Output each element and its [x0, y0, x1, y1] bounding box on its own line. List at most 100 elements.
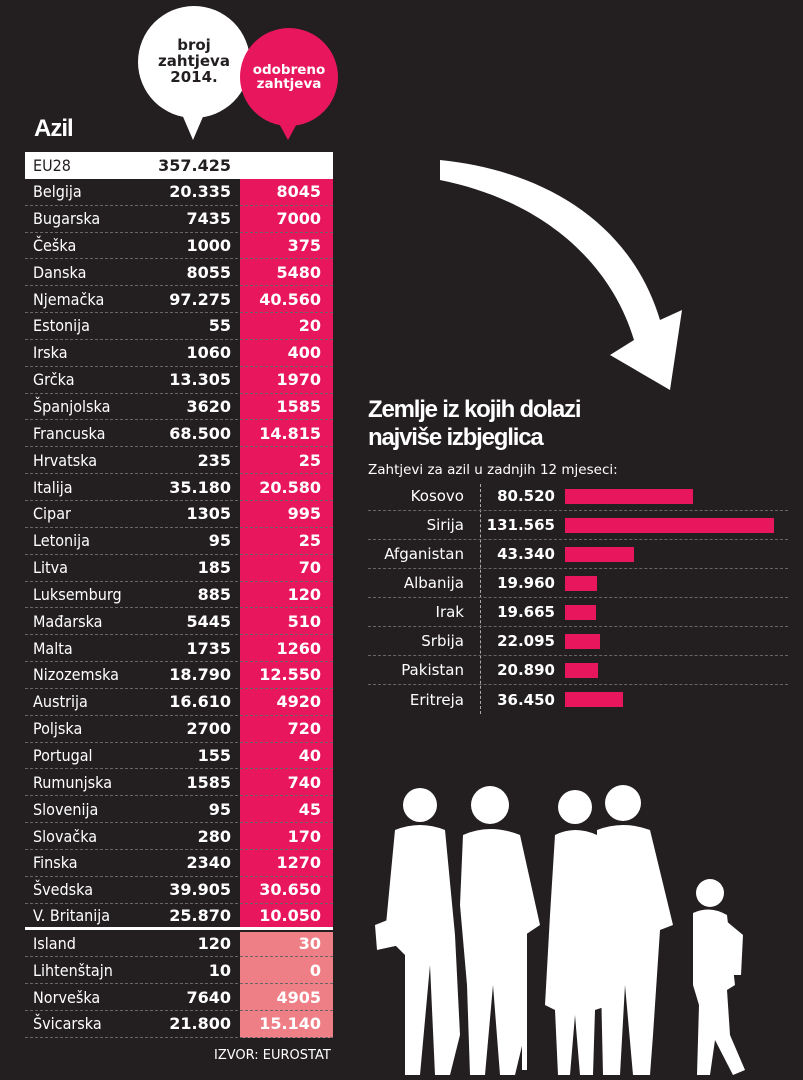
requests-value: 95 — [208, 799, 231, 819]
bar-value-label: 19.665 — [497, 603, 555, 621]
bar-label: Afganistan — [384, 545, 464, 563]
country-name: Finska — [33, 853, 78, 873]
requests-value: 7640 — [186, 987, 231, 1007]
chart-title: Zemlje iz kojih dolazi najviše izbjeglic… — [368, 396, 582, 451]
table-row: Slovačka 280 170 — [25, 823, 333, 850]
requests-value: 13.305 — [169, 370, 231, 390]
bar-value-label: 22.095 — [497, 632, 555, 650]
requests-value: 280 — [197, 826, 231, 846]
table-row: EU28 357.425 160.070 — [25, 152, 333, 179]
bar — [565, 604, 597, 620]
bar-value-label: 19.960 — [497, 574, 555, 592]
country-name: Estonija — [33, 316, 90, 336]
approved-value: 1260 — [276, 638, 321, 658]
requests-value: 1735 — [186, 638, 231, 658]
approved-value: 8045 — [276, 182, 321, 202]
table-row: Italija 35.180 20.580 — [25, 474, 333, 501]
country-name: Lihtenštajn — [33, 960, 113, 980]
table-row: Finska 2340 1270 — [25, 850, 333, 877]
country-name: Španjolska — [33, 397, 111, 417]
approved-column-bg-non-eu — [240, 932, 333, 1038]
requests-value: 235 — [197, 450, 231, 470]
requests-value: 120 — [197, 933, 231, 953]
country-name: Malta — [33, 638, 73, 658]
bar-row: Eritreja 36.450 — [368, 685, 788, 714]
refugees-silhouette-icon — [375, 785, 745, 1075]
requests-value: 2700 — [186, 719, 231, 739]
country-name: Norveška — [33, 987, 101, 1007]
country-name: Slovačka — [33, 826, 98, 846]
table-row: Švicarska 21.800 15.140 — [25, 1011, 333, 1038]
chart-subtitle: Zahtjevi za azil u zadnjih 12 mjeseci: — [368, 462, 618, 478]
requests-value: 8055 — [186, 262, 231, 282]
requests-value: 2340 — [186, 853, 231, 873]
approved-bubble-tail — [276, 118, 300, 140]
bar — [565, 517, 774, 533]
country-name: Njemačka — [33, 289, 105, 309]
country-name: Letonija — [33, 531, 90, 551]
table-row: Cipar 1305 995 — [25, 501, 333, 528]
bar-label: Pakistan — [401, 661, 464, 679]
table-row: Portugal 155 40 — [25, 743, 333, 770]
requests-value: 20.335 — [169, 182, 231, 202]
requests-bubble: broj zahtjeva 2014. — [138, 6, 250, 118]
country-name: Mađarska — [33, 611, 103, 631]
bar-row: Srbija 22.095 — [368, 627, 788, 656]
table-row: Danska 8055 5480 — [25, 259, 333, 287]
approved-value: 12.550 — [259, 665, 321, 685]
approved-value: 40 — [298, 745, 321, 765]
requests-bubble-tail — [181, 112, 205, 140]
asylum-table: EU28 357.425 160.070 Belgija 20.335 8045 Bugar… — [25, 152, 333, 1038]
requests-value: 18.790 — [169, 665, 231, 685]
bar-label: Albanija — [403, 574, 464, 592]
bar-value-label: 131.565 — [486, 516, 555, 534]
bar-label: Srbija — [421, 632, 464, 650]
approved-column-bg — [240, 152, 333, 930]
requests-value: 10 — [208, 960, 231, 980]
approved-value: 5480 — [276, 262, 321, 282]
approved-value: 7000 — [276, 209, 321, 229]
requests-value: 357.425 — [158, 155, 231, 175]
bar-row: Kosovo 80.520 — [368, 482, 788, 511]
country-name: Belgija — [33, 182, 82, 202]
table-row: Francuska 68.500 14.815 — [25, 420, 333, 448]
requests-value: 68.500 — [169, 423, 231, 443]
table-row: Poljska 2700 720 — [25, 716, 333, 743]
requests-value: 5445 — [186, 611, 231, 631]
approved-value: 40.560 — [259, 289, 321, 309]
requests-value: 185 — [197, 558, 231, 578]
requests-value: 1305 — [186, 504, 231, 524]
requests-value: 97.275 — [169, 289, 231, 309]
table-row: Litva 185 70 — [25, 555, 333, 582]
table-row: Grčka 13.305 1970 — [25, 367, 333, 394]
approved-value: 20.580 — [259, 477, 321, 497]
table-row: Mađarska 5445 510 — [25, 608, 333, 636]
country-name: Island — [33, 933, 76, 953]
table-row: Belgija 20.335 8045 — [25, 179, 333, 206]
country-name: Slovenija — [33, 799, 99, 819]
country-name: Bugarska — [33, 209, 101, 229]
table-row: Slovenija 95 45 — [25, 796, 333, 824]
approved-value: 30.650 — [259, 880, 321, 900]
bar — [565, 488, 693, 504]
country-name: Poljska — [33, 719, 83, 739]
approved-value: 25 — [298, 450, 321, 470]
bar-value-label: 20.890 — [497, 661, 555, 679]
country-name: Luksemburg — [33, 584, 122, 604]
approved-value: 25 — [298, 531, 321, 551]
bar-row: Afganistan 43.340 — [368, 540, 788, 569]
bar-row: Sirija 131.565 — [368, 511, 788, 540]
table-row: Švedska 39.905 30.650 — [25, 877, 333, 904]
table-row: Hrvatska 235 25 — [25, 447, 333, 475]
approved-value: 15.140 — [259, 1014, 321, 1034]
country-name: EU28 — [33, 155, 71, 175]
requests-value: 1060 — [186, 343, 231, 363]
country-name: Francuska — [33, 423, 106, 443]
country-name: Grčka — [33, 370, 75, 390]
table-row: Island 120 30 — [25, 930, 333, 958]
approved-value: 70 — [298, 558, 321, 578]
requests-value: 39.905 — [169, 880, 231, 900]
approved-value: 720 — [287, 719, 321, 739]
approved-value: 4920 — [276, 692, 321, 712]
approved-value: 160.070 — [248, 155, 321, 175]
